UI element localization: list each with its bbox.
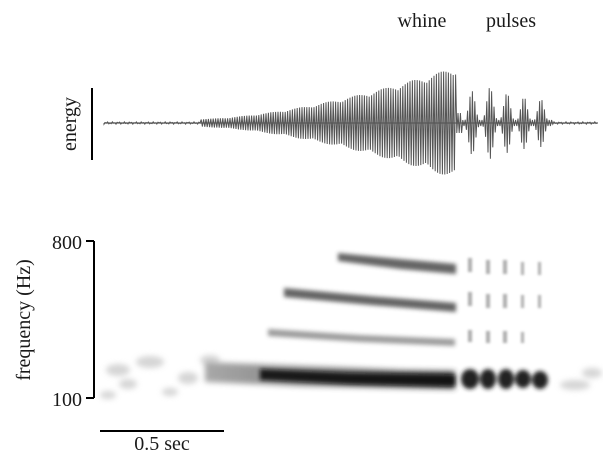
energy-axis-label: energy xyxy=(59,97,81,151)
frequency-axis: 800 100 frequency (Hz) xyxy=(13,232,95,411)
whine-label: whine xyxy=(398,10,447,32)
pulses-label: pulses xyxy=(486,10,536,32)
spectrogram xyxy=(100,253,602,399)
waveform-trace xyxy=(103,71,598,175)
spectrogram-noise xyxy=(100,355,602,399)
waveform xyxy=(103,71,598,175)
harmonic-3 xyxy=(284,288,456,312)
freq-max-label: 800 xyxy=(52,232,82,254)
frequency-axis-label: frequency (Hz) xyxy=(13,259,35,381)
harmonic-2 xyxy=(268,329,455,346)
pulse-harmonics xyxy=(468,258,541,343)
harmonic-4 xyxy=(338,253,456,274)
freq-min-label: 100 xyxy=(52,389,82,411)
fundamental-band-core xyxy=(260,369,455,386)
time-scale-label: 0.5 sec xyxy=(134,433,190,455)
fundamental-pulses xyxy=(461,369,548,389)
